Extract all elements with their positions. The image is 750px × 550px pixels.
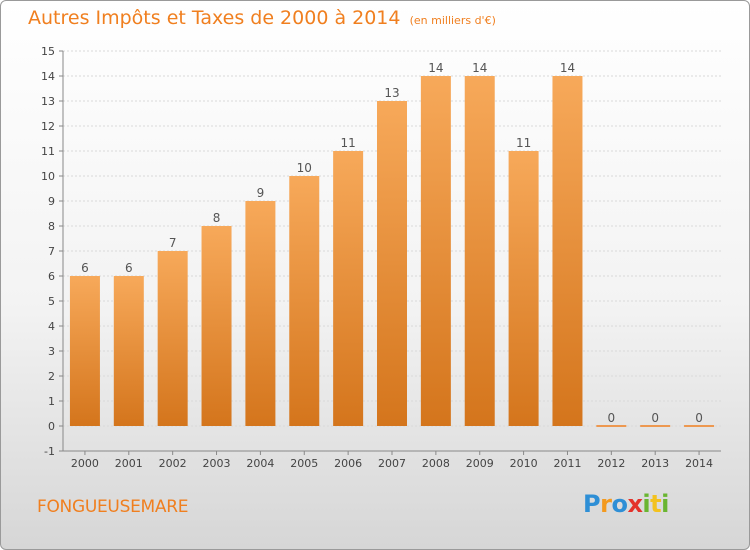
y-tick-label: 13 [41, 95, 55, 108]
bar [333, 151, 364, 426]
bar [552, 76, 583, 426]
y-tick-label: 5 [48, 295, 55, 308]
y-tick-label: 2 [48, 370, 55, 383]
x-tick-label: 2000 [71, 457, 99, 470]
bar [420, 76, 451, 426]
bar [201, 226, 232, 426]
x-tick-label: 2014 [685, 457, 713, 470]
bar [289, 176, 320, 426]
bar [245, 201, 276, 426]
bar [464, 76, 495, 426]
y-tick-label: 7 [48, 245, 55, 258]
chart-unit: (en milliers d'€) [409, 14, 496, 27]
y-tick-label: 3 [48, 345, 55, 358]
bar-value-label: 14 [560, 61, 575, 75]
bar-value-label: 6 [125, 261, 133, 275]
y-tick-label: 10 [41, 170, 55, 183]
bar [113, 276, 144, 426]
x-tick-label: 2011 [553, 457, 581, 470]
y-tick-label: 0 [48, 420, 55, 433]
chart-title: Autres Impôts et Taxes de 2000 à 2014 [28, 7, 401, 29]
x-tick-label: 2004 [246, 457, 274, 470]
x-tick-label: 2002 [159, 457, 187, 470]
bar-value-label: 14 [428, 61, 443, 75]
y-tick-label: 8 [48, 220, 55, 233]
bar-value-label: 7 [169, 236, 177, 250]
location-name: FONGUEUSEMARE [37, 497, 189, 517]
bar [508, 151, 539, 426]
x-tick-label: 2013 [641, 457, 669, 470]
bar-value-label: 9 [257, 186, 265, 200]
x-tick-label: 2010 [510, 457, 538, 470]
chart-title-row: Autres Impôts et Taxes de 2000 à 2014 (e… [28, 7, 496, 29]
x-tick-label: 2012 [597, 457, 625, 470]
bar-value-label: 11 [516, 136, 531, 150]
y-tick-label: 15 [41, 45, 55, 58]
bar-value-label: 13 [384, 86, 399, 100]
bar-value-label: 8 [213, 211, 221, 225]
x-tick-label: 2009 [466, 457, 494, 470]
y-tick-label: 6 [48, 270, 55, 283]
bar [377, 101, 407, 426]
bar-value-label: 6 [81, 261, 89, 275]
bar-value-label: 10 [297, 161, 312, 175]
y-tick-label: 14 [41, 70, 55, 83]
bar [157, 251, 188, 426]
bar-value-label: 0 [651, 411, 659, 425]
x-tick-label: 2001 [115, 457, 143, 470]
bar-value-label: 0 [608, 411, 616, 425]
y-tick-label: 9 [48, 195, 55, 208]
proxiti-logo: Proxiti [583, 490, 669, 518]
x-tick-label: 2008 [422, 457, 450, 470]
x-tick-label: 2007 [378, 457, 406, 470]
bar-value-label: 0 [695, 411, 703, 425]
y-tick-label: -1 [44, 445, 55, 458]
y-tick-label: 11 [41, 145, 55, 158]
x-tick-label: 2005 [290, 457, 318, 470]
bar-value-label: 14 [472, 61, 487, 75]
x-tick-label: 2003 [203, 457, 231, 470]
y-tick-label: 4 [48, 320, 55, 333]
y-tick-label: 1 [48, 395, 55, 408]
bar-value-label: 11 [340, 136, 355, 150]
y-tick-label: 12 [41, 120, 55, 133]
bar [69, 276, 100, 426]
x-tick-label: 2006 [334, 457, 362, 470]
